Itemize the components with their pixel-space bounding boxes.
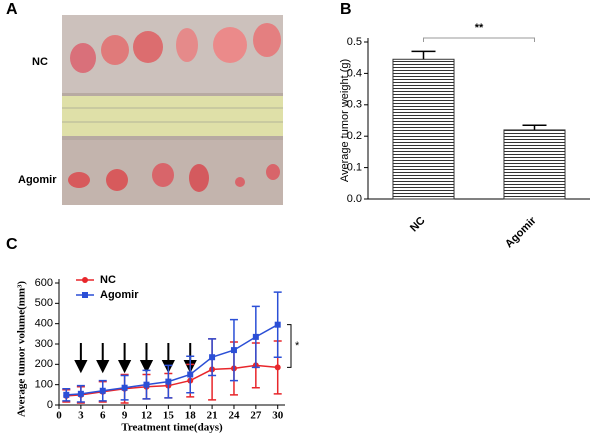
data-point: [230, 347, 237, 354]
data-point: [274, 364, 281, 371]
y-tick-label: 0.4: [347, 67, 362, 79]
y-tick-label: 400: [35, 318, 53, 330]
significance: **: [475, 22, 484, 34]
y-tick-label: 600: [35, 277, 53, 289]
x-tick-label: NC: [408, 215, 428, 235]
x-tick-label: 27: [250, 410, 262, 422]
bar: [503, 129, 566, 200]
x-tick-label: 30: [272, 410, 284, 422]
y-tick-label: 0.0: [347, 193, 362, 205]
treatment-arrow: [74, 343, 88, 374]
data-point: [77, 390, 84, 397]
y-tick-label: 0.5: [347, 36, 362, 48]
legend-label: Agomir: [100, 289, 139, 301]
y-tick-label: 0.2: [347, 130, 362, 142]
photo: [62, 15, 283, 205]
data-point: [63, 391, 70, 398]
y-axis-label: Average tumor volume(mm³): [16, 281, 28, 417]
data-point: [274, 321, 281, 328]
data-point: [99, 387, 106, 394]
y-tick-label: 0: [47, 399, 53, 411]
x-tick-label: 3: [78, 410, 84, 422]
treatment-arrow: [117, 343, 132, 374]
legend-marker: [82, 292, 88, 298]
x-tick-label: 6: [100, 410, 106, 422]
error-bar: [411, 50, 436, 60]
x-axis-label: Treatment time(days): [121, 422, 223, 434]
treatment-arrow: [139, 343, 154, 374]
data-point: [187, 371, 194, 378]
legend-marker: [82, 277, 88, 283]
bar: [392, 58, 455, 200]
y-tick-label: 500: [35, 297, 53, 309]
y-tick-label: 100: [35, 379, 53, 391]
x-tick-label: 12: [141, 410, 153, 422]
x-tick-label: 21: [207, 410, 218, 422]
legend-label: NC: [100, 274, 116, 286]
y-tick-label: 300: [35, 338, 53, 350]
y-tick-label: 200: [35, 358, 53, 370]
panel-label: B: [340, 1, 352, 18]
y-axis-label: Average tumor weight (g): [339, 59, 351, 182]
row-label: NC: [32, 56, 48, 68]
x-tick-label: 24: [228, 410, 240, 422]
row-label: Agomir: [18, 174, 57, 186]
significance-bracket: [423, 37, 535, 42]
data-point: [209, 354, 216, 361]
data-point: [165, 378, 172, 385]
data-point: [252, 333, 259, 340]
significance-bracket: [287, 324, 292, 368]
x-tick-label: 9: [122, 410, 128, 422]
data-point: [143, 381, 150, 388]
panel-label: A: [6, 1, 18, 18]
x-tick-label: 0: [56, 410, 62, 422]
significance: *: [295, 340, 300, 352]
data-point: [121, 384, 128, 391]
panel-label: C: [6, 236, 18, 253]
x-tick-label: 18: [185, 410, 197, 422]
y-tick-label: 0.1: [347, 162, 362, 174]
error-bar: [522, 124, 547, 130]
x-tick-label: Agomir: [503, 214, 539, 250]
y-tick-label: 0.3: [347, 99, 362, 111]
treatment-arrow: [96, 343, 110, 374]
x-tick-label: 15: [163, 410, 175, 422]
